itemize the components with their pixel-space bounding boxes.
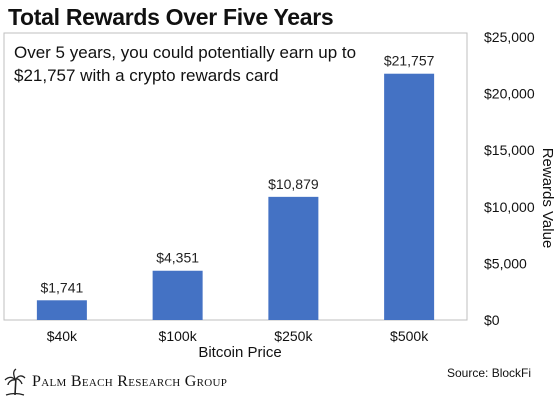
y-tick-label: $5,000	[484, 255, 527, 271]
chart-title: Total Rewards Over Five Years	[8, 4, 334, 30]
data-label: $21,757	[384, 53, 435, 69]
y-axis-label: Rewards Value	[539, 148, 556, 249]
brand-name: Palm Beach Research Group	[32, 373, 228, 390]
x-tick-label: $100k	[159, 328, 198, 344]
bar	[152, 270, 203, 320]
bar	[268, 196, 319, 320]
data-label: $10,879	[268, 176, 319, 192]
y-tick-label: $20,000	[484, 86, 535, 102]
x-tick-label: $500k	[390, 328, 429, 344]
annotation-line: Over 5 years, you could potentially earn…	[14, 43, 356, 62]
palm-tree-icon	[4, 368, 26, 396]
source-note: Source: BlockFi	[447, 366, 532, 380]
y-tick-label: $0	[484, 312, 500, 328]
brand-logo: Palm Beach Research Group	[4, 368, 227, 396]
data-label: $4,351	[156, 250, 199, 266]
x-axis-label: Bitcoin Price	[198, 344, 281, 361]
y-tick-label: $10,000	[484, 199, 535, 215]
x-tick-label: $40k	[47, 328, 78, 344]
bar	[36, 300, 87, 320]
y-tick-label: $15,000	[484, 142, 535, 158]
annotation-line: $21,757 with a crypto rewards card	[14, 66, 279, 85]
bar	[384, 73, 435, 321]
plot-area-border	[3, 32, 468, 321]
data-label: $1,741	[40, 279, 83, 295]
y-tick-label: $25,000	[484, 29, 535, 45]
x-tick-label: $250k	[274, 328, 313, 344]
